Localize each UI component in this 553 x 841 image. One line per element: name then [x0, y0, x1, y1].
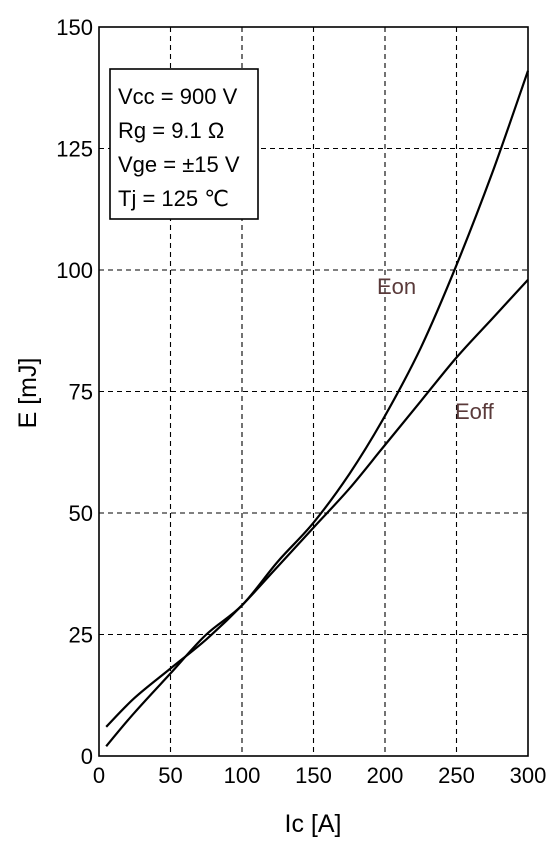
series-line-eon [105, 70, 530, 747]
x-tick-label: 150 [295, 763, 332, 788]
x-tick-label: 100 [224, 763, 261, 788]
x-tick-label: 50 [158, 763, 182, 788]
y-tick-label: 125 [56, 137, 93, 162]
y-tick-label: 75 [69, 380, 93, 405]
condition-rg: Rg = 9.1 Ω [118, 118, 224, 143]
y-tick-label: 150 [56, 15, 93, 40]
y-tick-label: 25 [69, 623, 93, 648]
y-axis-title: E [mJ] [14, 358, 42, 429]
x-tick-label: 200 [367, 763, 404, 788]
y-tick-label: 100 [56, 258, 93, 283]
y-tick-label: 0 [81, 744, 93, 769]
condition-vcc: Vcc = 900 V [118, 84, 238, 109]
series-label-eoff: Eoff [455, 399, 495, 424]
x-tick-labels: 0 50 100 150 200 250 300 [93, 763, 546, 788]
x-axis-title: Ic [A] [285, 810, 342, 838]
x-tick-label: 0 [93, 763, 105, 788]
condition-vge: Vge = ±15 V [118, 152, 240, 177]
x-tick-label: 300 [510, 763, 547, 788]
conditions-box: Vcc = 900 V Rg = 9.1 Ω Vge = ±15 V Tj = … [109, 68, 259, 220]
series-label-eon: Eon [377, 274, 416, 299]
y-tick-label: 50 [69, 501, 93, 526]
condition-tj: Tj = 125 ℃ [118, 186, 229, 211]
series-layer [105, 70, 530, 747]
x-tick-label: 250 [438, 763, 475, 788]
series-line-eoff [105, 278, 529, 728]
y-tick-labels: 0 25 50 75 100 125 150 [56, 15, 93, 769]
plot-frame [98, 26, 529, 757]
